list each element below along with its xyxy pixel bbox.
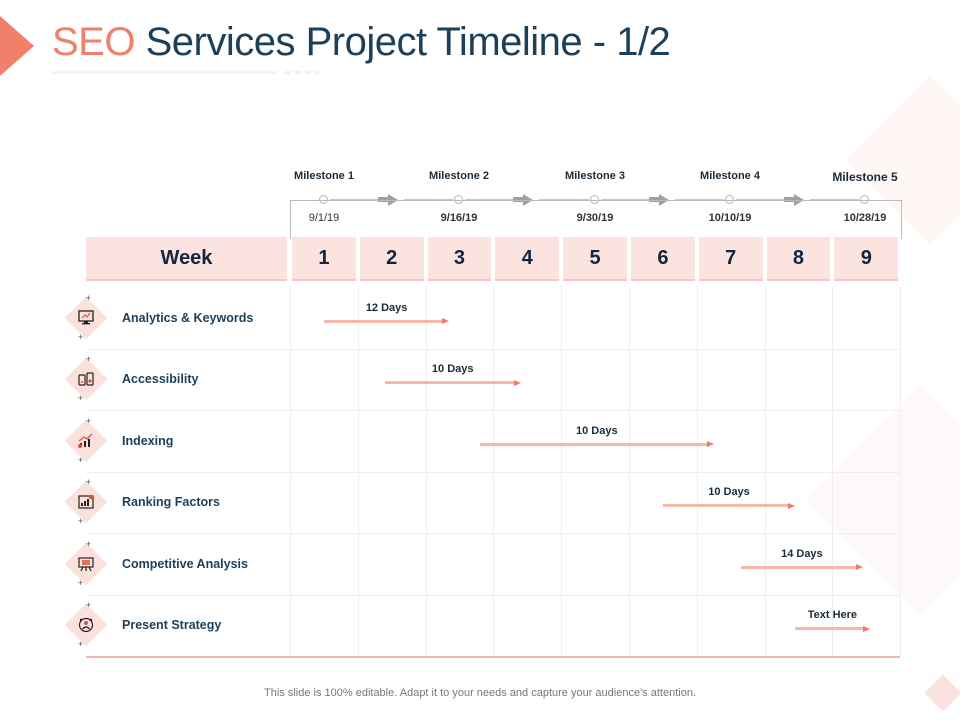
task-bar-arrowhead bbox=[788, 502, 796, 509]
milestone-arrow-tail bbox=[783, 197, 794, 202]
task-duration-label: 10 Days bbox=[575, 424, 618, 437]
plus-mark: + bbox=[77, 454, 84, 465]
milestone-label: Milestone 2 bbox=[429, 170, 489, 182]
milestone-date: 10/28/19 bbox=[843, 212, 887, 224]
grid-row-line bbox=[86, 471, 901, 473]
week-number-3: 3 bbox=[427, 237, 492, 281]
plus-mark: + bbox=[85, 354, 92, 365]
title-accent-triangle bbox=[0, 16, 34, 76]
task-duration-bar bbox=[384, 381, 515, 385]
milestone-connector bbox=[330, 199, 380, 200]
week-number-8: 8 bbox=[766, 237, 831, 281]
plus-mark: + bbox=[85, 538, 92, 549]
footer-note: This slide is 100% editable. Adapt it to… bbox=[264, 687, 696, 699]
ranking-board-icon bbox=[71, 487, 101, 517]
task-duration-bar bbox=[662, 504, 790, 508]
milestone-date: 10/10/19 bbox=[708, 212, 752, 224]
team-strategy-icon bbox=[71, 610, 101, 640]
milestone-bracket bbox=[290, 200, 903, 239]
grid-row-line bbox=[86, 533, 901, 534]
task-label: Accessibility bbox=[122, 372, 199, 387]
task-duration-bar bbox=[323, 319, 444, 323]
milestone-connector bbox=[465, 199, 515, 200]
plus-mark: + bbox=[77, 577, 84, 588]
task-bar-arrowhead bbox=[862, 625, 870, 632]
task-duration-label: 14 Days bbox=[781, 547, 823, 560]
milestone-arrow-tail bbox=[513, 197, 523, 202]
milestone-label: Milestone 1 bbox=[294, 170, 354, 182]
title-rest: Services Project Timeline - 1/2 bbox=[145, 20, 671, 64]
week-header-label: Week bbox=[86, 237, 287, 281]
title-accent-word: SEO bbox=[52, 20, 135, 64]
task-duration-label: 10 Days bbox=[431, 363, 474, 376]
background-decoration bbox=[806, 386, 960, 614]
week-number-4: 4 bbox=[495, 237, 560, 281]
milestone-connector bbox=[539, 199, 589, 200]
milestone-connector bbox=[601, 199, 651, 200]
week-number-7: 7 bbox=[698, 237, 763, 281]
task-bar-arrowhead bbox=[706, 441, 714, 448]
task-label: Competitive Analysis bbox=[122, 556, 248, 571]
milestone-dot bbox=[319, 195, 328, 204]
plus-mark: + bbox=[77, 639, 84, 650]
milestone-connector bbox=[809, 199, 859, 200]
plus-mark: + bbox=[85, 477, 92, 488]
milestone-date: 9/1/19 bbox=[308, 212, 340, 224]
week-number-5: 5 bbox=[563, 237, 627, 281]
presentation-board-icon bbox=[71, 549, 101, 579]
plus-mark: + bbox=[85, 600, 92, 611]
grid-row-line bbox=[86, 594, 901, 596]
milestone-dot bbox=[454, 195, 463, 204]
devices-icon bbox=[71, 364, 101, 394]
plus-mark: + bbox=[85, 292, 92, 303]
growth-chart-icon bbox=[71, 426, 101, 456]
task-duration-bar bbox=[740, 565, 857, 569]
task-bar-arrowhead bbox=[442, 318, 450, 325]
milestone-arrow-tail bbox=[377, 197, 388, 202]
milestone-dot bbox=[725, 195, 734, 204]
week-number-6: 6 bbox=[631, 237, 695, 281]
milestone-dot bbox=[590, 195, 599, 204]
task-duration-bar bbox=[795, 627, 864, 631]
task-label: Ranking Factors bbox=[122, 495, 220, 510]
task-duration-label: 10 Days bbox=[708, 486, 750, 499]
task-bar-arrowhead bbox=[855, 564, 863, 571]
plus-mark: + bbox=[77, 393, 84, 404]
plus-mark: + bbox=[77, 516, 84, 527]
page-title: SEO Services Project Timeline - 1/2 bbox=[52, 20, 671, 65]
title-underline bbox=[52, 71, 277, 74]
monitor-chart-icon bbox=[71, 303, 101, 333]
milestone-label: Milestone 5 bbox=[832, 170, 898, 184]
milestone-date: 9/16/19 bbox=[440, 212, 478, 224]
grid-column-line bbox=[900, 287, 902, 656]
week-number-1: 1 bbox=[292, 237, 356, 281]
task-duration-label: Text Here bbox=[807, 609, 858, 622]
milestone-date: 9/30/19 bbox=[576, 212, 614, 224]
task-duration-bar bbox=[479, 442, 708, 446]
milestone-dot bbox=[860, 195, 869, 204]
grid-row-line bbox=[86, 410, 901, 411]
task-label: Indexing bbox=[122, 433, 174, 448]
milestone-label: Milestone 4 bbox=[700, 170, 760, 182]
task-bar-arrowhead bbox=[513, 379, 521, 386]
plus-mark: + bbox=[85, 415, 92, 426]
milestone-arrow-tail bbox=[648, 197, 659, 202]
grid-bottom-line bbox=[86, 656, 901, 658]
week-number-2: 2 bbox=[359, 237, 424, 281]
grid-row-line bbox=[86, 348, 901, 350]
milestone-connector bbox=[403, 199, 453, 200]
task-label: Analytics & Keywords bbox=[122, 310, 254, 325]
week-number-9: 9 bbox=[834, 237, 899, 281]
plus-mark: + bbox=[77, 331, 84, 342]
milestone-connector bbox=[736, 199, 786, 200]
task-duration-label: 12 Days bbox=[365, 301, 408, 314]
milestone-label: Milestone 3 bbox=[565, 170, 625, 182]
title-underline-dots bbox=[285, 71, 319, 74]
milestone-connector bbox=[674, 199, 724, 200]
task-label: Present Strategy bbox=[122, 618, 222, 633]
